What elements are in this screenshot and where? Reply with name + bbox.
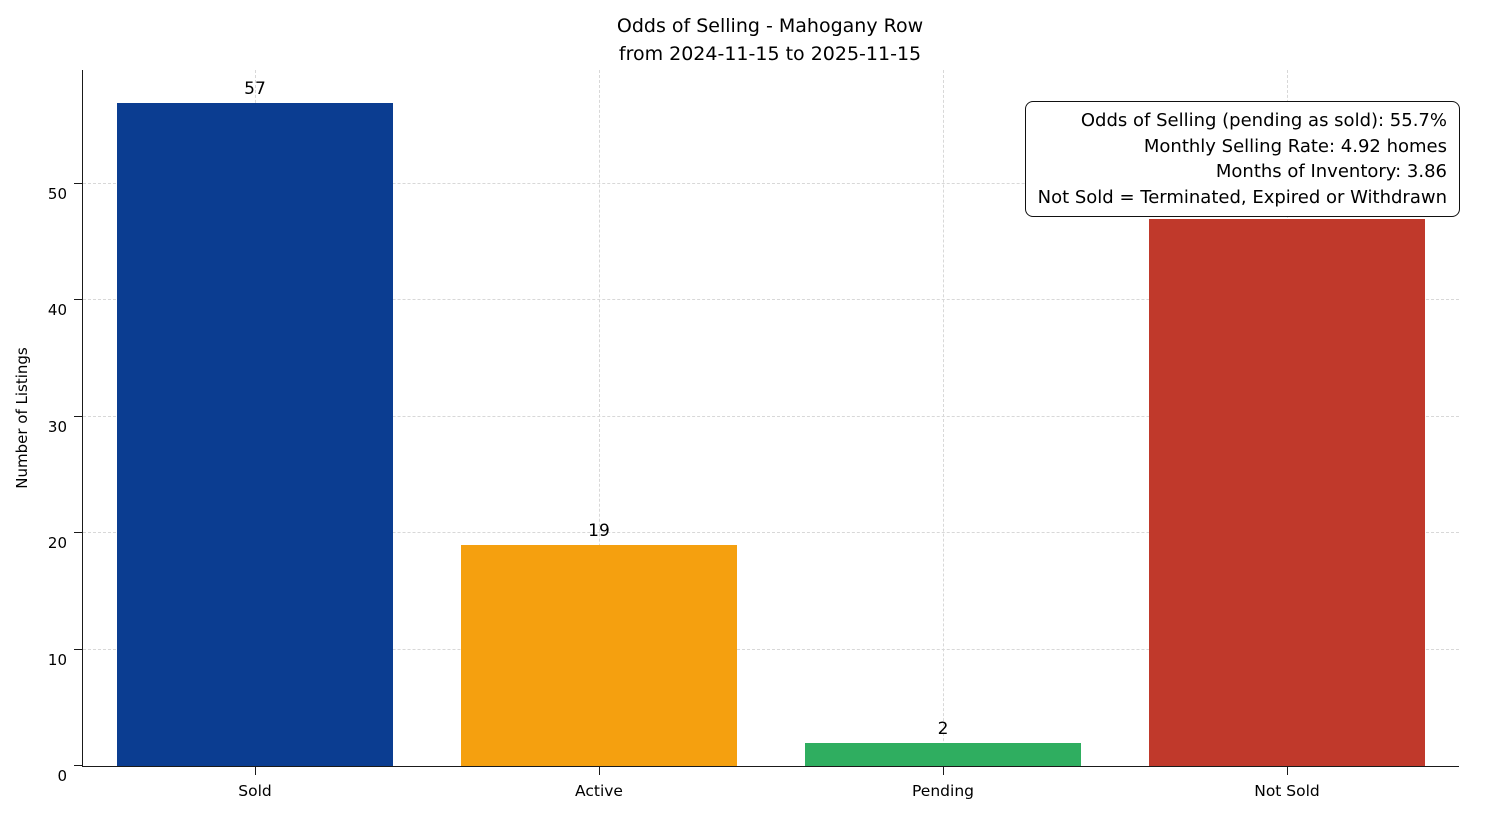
annotation-line-rate: Monthly Selling Rate: 4.92 homes: [1143, 135, 1447, 157]
x-tick-label: Pending: [912, 782, 974, 800]
annotation-line-inventory: Months of Inventory: 3.86: [1215, 161, 1447, 182]
bar-pending: [805, 742, 1081, 766]
y-gridline: [83, 299, 1459, 301]
x-tick-mark: [1287, 767, 1288, 775]
annotation-line-notsold-note: Not Sold = Terminated, Expired or Withdr…: [1037, 186, 1447, 208]
y-tick-mark: [74, 183, 82, 185]
y-gridline: [83, 648, 1459, 650]
bar-sold: [117, 102, 393, 766]
y-tick-label: 50: [47, 185, 67, 204]
bar-not-sold: [1149, 218, 1425, 766]
x-tick-label: Not Sold: [1254, 782, 1320, 800]
y-gridline: [83, 183, 1459, 185]
y-tick-label: 0: [57, 767, 67, 785]
bar-value-label: 2: [937, 718, 949, 739]
annotation-box: Odds of Selling (pending as sold): 55.7%…: [1024, 101, 1460, 217]
y-tick-mark: [74, 765, 82, 766]
y-tick-label: 20: [47, 534, 67, 553]
x-tick-mark: [255, 767, 256, 775]
x-gridline: [599, 70, 600, 766]
chart-title-block: Odds of Selling - Mahogany Row from 2024…: [82, 12, 1458, 68]
annotation-line-odds: Odds of Selling (pending as sold): 55.7%: [1080, 110, 1447, 131]
x-gridline: [943, 70, 944, 766]
y-gridline: [83, 415, 1459, 417]
x-tick-mark: [599, 767, 600, 775]
y-tick-mark: [74, 415, 82, 417]
bar-value-label: 57: [244, 78, 266, 99]
y-tick-label: 10: [47, 650, 67, 669]
y-tick-mark: [74, 648, 82, 650]
y-gridline: [83, 532, 1459, 534]
x-tick-mark: [943, 767, 944, 775]
y-tick-label: 40: [47, 301, 67, 320]
plot-area: 0102030405057Sold19Active2Pending47Not S…: [48, 70, 1459, 800]
y-tick-label: 30: [47, 417, 67, 436]
chart-subtitle: from 2024-11-15 to 2025-11-15: [618, 43, 922, 65]
bar-active: [461, 544, 737, 766]
bar-value-label: 19: [588, 520, 610, 541]
y-tick-mark: [74, 299, 82, 301]
y-axis-label: Number of Listings: [13, 347, 31, 489]
x-tick-label: Sold: [238, 782, 272, 800]
y-tick-mark: [74, 532, 82, 534]
x-tick-label: Active: [575, 782, 623, 800]
chart-title: Odds of Selling - Mahogany Row: [616, 15, 924, 37]
